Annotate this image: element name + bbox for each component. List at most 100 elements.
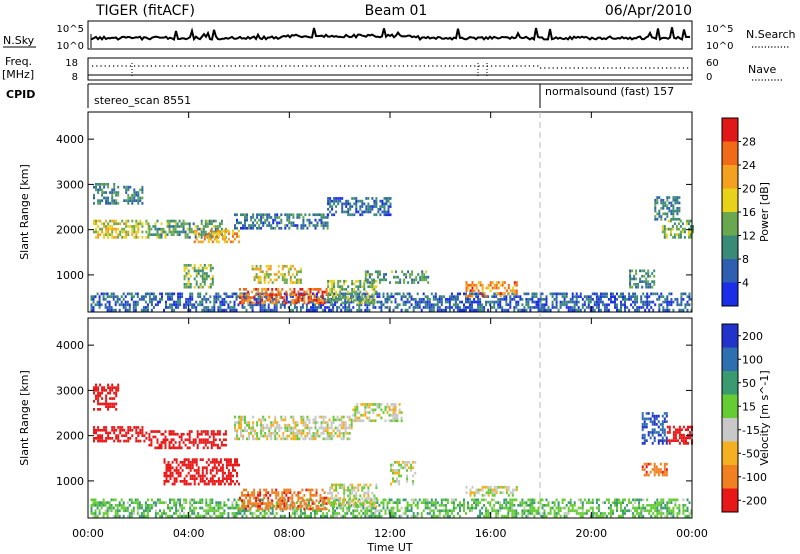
heatmap-cell bbox=[160, 233, 163, 236]
heatmap-cell bbox=[270, 437, 273, 441]
heatmap-cell bbox=[509, 303, 512, 307]
heatmap-cell bbox=[132, 300, 135, 304]
heatmap-cell bbox=[430, 514, 433, 518]
heatmap-cell bbox=[109, 437, 112, 440]
heatmap-cell bbox=[219, 306, 222, 309]
heatmap-cell bbox=[263, 288, 266, 291]
heatmap-cell bbox=[371, 207, 374, 211]
heatmap-cell bbox=[519, 298, 522, 301]
heatmap-cell bbox=[471, 300, 473, 304]
heatmap-cell bbox=[225, 229, 228, 233]
heatmap-cell bbox=[222, 438, 225, 442]
heatmap-cell bbox=[227, 229, 230, 233]
heatmap-cell bbox=[454, 298, 457, 301]
heatmap-cell bbox=[165, 501, 167, 504]
heatmap-cell bbox=[185, 264, 188, 267]
heatmap-cell bbox=[278, 216, 281, 219]
heatmap-cell bbox=[473, 298, 476, 301]
heatmap-cell bbox=[434, 295, 437, 298]
heatmap-cell bbox=[211, 274, 214, 278]
heatmap-cell bbox=[182, 230, 185, 234]
heatmap-cell bbox=[146, 509, 149, 513]
heatmap-cell bbox=[656, 198, 659, 202]
heatmap-cell bbox=[199, 300, 202, 304]
heatmap-cell bbox=[557, 504, 560, 507]
heatmap-cell bbox=[323, 301, 326, 305]
heatmap-cell bbox=[287, 267, 290, 271]
heatmap-cell bbox=[563, 498, 566, 502]
heatmap-cell bbox=[111, 437, 114, 440]
heatmap-cell bbox=[214, 432, 217, 436]
heatmap-cell bbox=[274, 216, 277, 219]
heatmap-cell bbox=[612, 300, 614, 304]
heatmap-cell bbox=[324, 306, 327, 309]
heatmap-cell bbox=[163, 509, 165, 513]
heatmap-cell bbox=[563, 298, 566, 301]
heatmap-cell bbox=[273, 273, 276, 276]
heatmap-cell bbox=[187, 463, 190, 467]
heatmap-cell bbox=[309, 494, 312, 497]
heatmap-cell bbox=[633, 274, 636, 278]
heatmap-cell bbox=[281, 300, 284, 304]
heatmap-cell bbox=[503, 286, 506, 290]
heatmap-cell bbox=[551, 306, 554, 309]
heatmap-cell bbox=[610, 298, 612, 301]
heatmap-cell bbox=[174, 441, 177, 444]
heatmap-cell bbox=[202, 227, 205, 231]
heatmap-cell bbox=[260, 418, 263, 422]
heatmap-cell bbox=[384, 298, 387, 301]
heatmap-cell bbox=[217, 504, 220, 507]
heatmap-cell bbox=[559, 514, 562, 518]
heatmap-cell bbox=[326, 224, 329, 227]
heatmap-cell bbox=[111, 219, 114, 223]
heatmap-cell bbox=[265, 298, 268, 302]
heatmap-cell bbox=[234, 482, 236, 486]
heatmap-cell bbox=[444, 498, 447, 502]
heatmap-cell bbox=[90, 512, 93, 515]
heatmap-cell bbox=[238, 415, 240, 419]
heatmap-cell bbox=[398, 303, 401, 307]
heatmap-cell bbox=[315, 288, 318, 291]
heatmap-cell bbox=[340, 432, 343, 435]
heatmap-cell bbox=[269, 298, 272, 302]
heatmap-cell bbox=[348, 509, 351, 513]
heatmap-cell bbox=[150, 227, 153, 231]
heatmap-cell bbox=[371, 293, 374, 297]
heatmap-cell bbox=[346, 506, 349, 510]
heatmap-cell bbox=[662, 204, 665, 207]
heatmap-cell bbox=[335, 494, 338, 498]
heatmap-cell bbox=[573, 300, 576, 304]
heatmap-cell bbox=[127, 439, 130, 443]
heatmap-cell bbox=[145, 222, 148, 226]
heatmap-cell bbox=[432, 504, 435, 507]
heatmap-cell bbox=[654, 292, 657, 296]
heatmap-cell bbox=[507, 292, 510, 295]
heatmap-cell bbox=[294, 437, 297, 441]
heatmap-cell bbox=[252, 423, 255, 427]
heatmap-cell bbox=[416, 506, 419, 510]
heatmap-cell bbox=[359, 301, 362, 305]
heatmap-cell bbox=[503, 506, 506, 510]
heatmap-cell bbox=[234, 224, 236, 227]
heatmap-cell bbox=[379, 207, 382, 211]
heatmap-cell bbox=[229, 306, 232, 309]
heatmap-cell bbox=[501, 306, 504, 309]
heatmap-cell bbox=[297, 507, 300, 511]
heatmap-cell bbox=[533, 292, 536, 296]
heatmap-cell bbox=[125, 236, 128, 239]
heatmap-cell bbox=[293, 491, 296, 494]
heatmap-cell bbox=[388, 501, 391, 504]
heatmap-cell bbox=[225, 474, 228, 478]
heatmap-cell bbox=[172, 430, 175, 433]
heatmap-cell bbox=[122, 514, 125, 518]
heatmap-cell bbox=[521, 303, 524, 307]
heatmap-cell bbox=[676, 512, 679, 515]
heatmap-cell bbox=[342, 506, 345, 510]
heatmap-cell bbox=[372, 403, 375, 406]
heatmap-cell bbox=[361, 293, 364, 297]
heatmap-cell bbox=[424, 306, 427, 309]
heatmap-cell bbox=[601, 300, 604, 304]
heatmap-cell bbox=[591, 509, 594, 513]
heatmap-cell bbox=[268, 434, 271, 438]
heatmap-cell bbox=[555, 506, 558, 510]
